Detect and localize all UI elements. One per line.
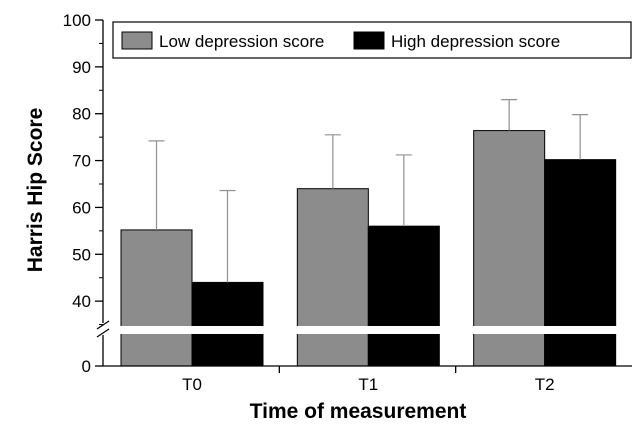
y-tick-label-100: 100	[63, 11, 91, 30]
bar-t1-series-2	[367, 225, 440, 367]
error-bars-layer	[148, 99, 589, 283]
legend: Low depression score High depression scor…	[112, 21, 632, 59]
y-axis-title: Harris Hip Score	[24, 108, 47, 273]
y-tick-label-90: 90	[72, 58, 91, 77]
y-tick-label-40: 40	[72, 292, 91, 311]
x-axis-title: Time of measurement	[250, 400, 467, 423]
bar-t0-series-1	[120, 229, 193, 367]
axis-break-mark-lower	[96, 328, 110, 338]
y-tick-label-0: 0	[82, 357, 91, 376]
y-tick-label-80: 80	[72, 105, 91, 124]
legend-swatch-series-1	[121, 31, 153, 50]
x-tick-label-t1: T1	[358, 375, 378, 394]
axes: 0 40 50 60 70 80 90 100 T0 T1 T2	[63, 11, 632, 394]
y-tick-label-50: 50	[72, 245, 91, 264]
bar-t0-series-2	[191, 281, 264, 367]
legend-swatch-series-2	[353, 31, 385, 50]
y-tick-label-60: 60	[72, 198, 91, 217]
x-tick-label-t2: T2	[535, 375, 555, 394]
bar-t1-series-1	[296, 188, 369, 367]
bar-t2-series-2	[544, 159, 617, 367]
axis-break-band	[95, 326, 635, 334]
legend-label-series-1: Low depression score	[159, 32, 324, 51]
y-tick-label-70: 70	[72, 152, 91, 171]
legend-label-series-2: High depression score	[391, 32, 560, 51]
x-tick-label-t0: T0	[182, 375, 202, 394]
